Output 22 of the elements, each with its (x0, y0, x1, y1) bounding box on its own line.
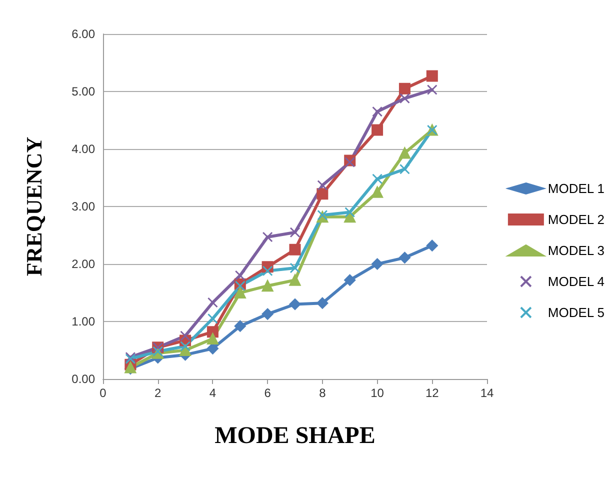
y-tick-label: 0.00 (72, 372, 96, 386)
y-tick-label: 3.00 (72, 200, 96, 214)
x-tick-label: 0 (100, 386, 107, 400)
legend-label: MODEL 5 (548, 305, 605, 320)
legend-label: MODEL 2 (548, 212, 605, 227)
x-tick-label: 6 (264, 386, 272, 400)
x-tick-label: 4 (209, 386, 216, 400)
x-tick-label: 12 (425, 386, 440, 400)
legend-label: MODEL 3 (548, 243, 605, 258)
y-tick-label: 2.00 (72, 257, 96, 271)
y-tick-label: 1.00 (72, 314, 96, 328)
x-tick-label: 8 (319, 386, 326, 400)
x-tick-label: 14 (480, 386, 494, 400)
y-tick-label: 5.00 (72, 84, 96, 98)
x-tick-label: 10 (370, 386, 384, 400)
y-tick-label: 4.00 (72, 142, 96, 156)
y-tick-label: 6.00 (72, 27, 96, 41)
x-axis-title: MODE SHAPE (214, 423, 376, 449)
legend-label: MODEL 1 (548, 181, 605, 196)
x-tick-label: 2 (154, 386, 162, 400)
y-axis-title: FREQUENCY (22, 136, 46, 276)
legend-label: MODEL 4 (548, 274, 605, 289)
